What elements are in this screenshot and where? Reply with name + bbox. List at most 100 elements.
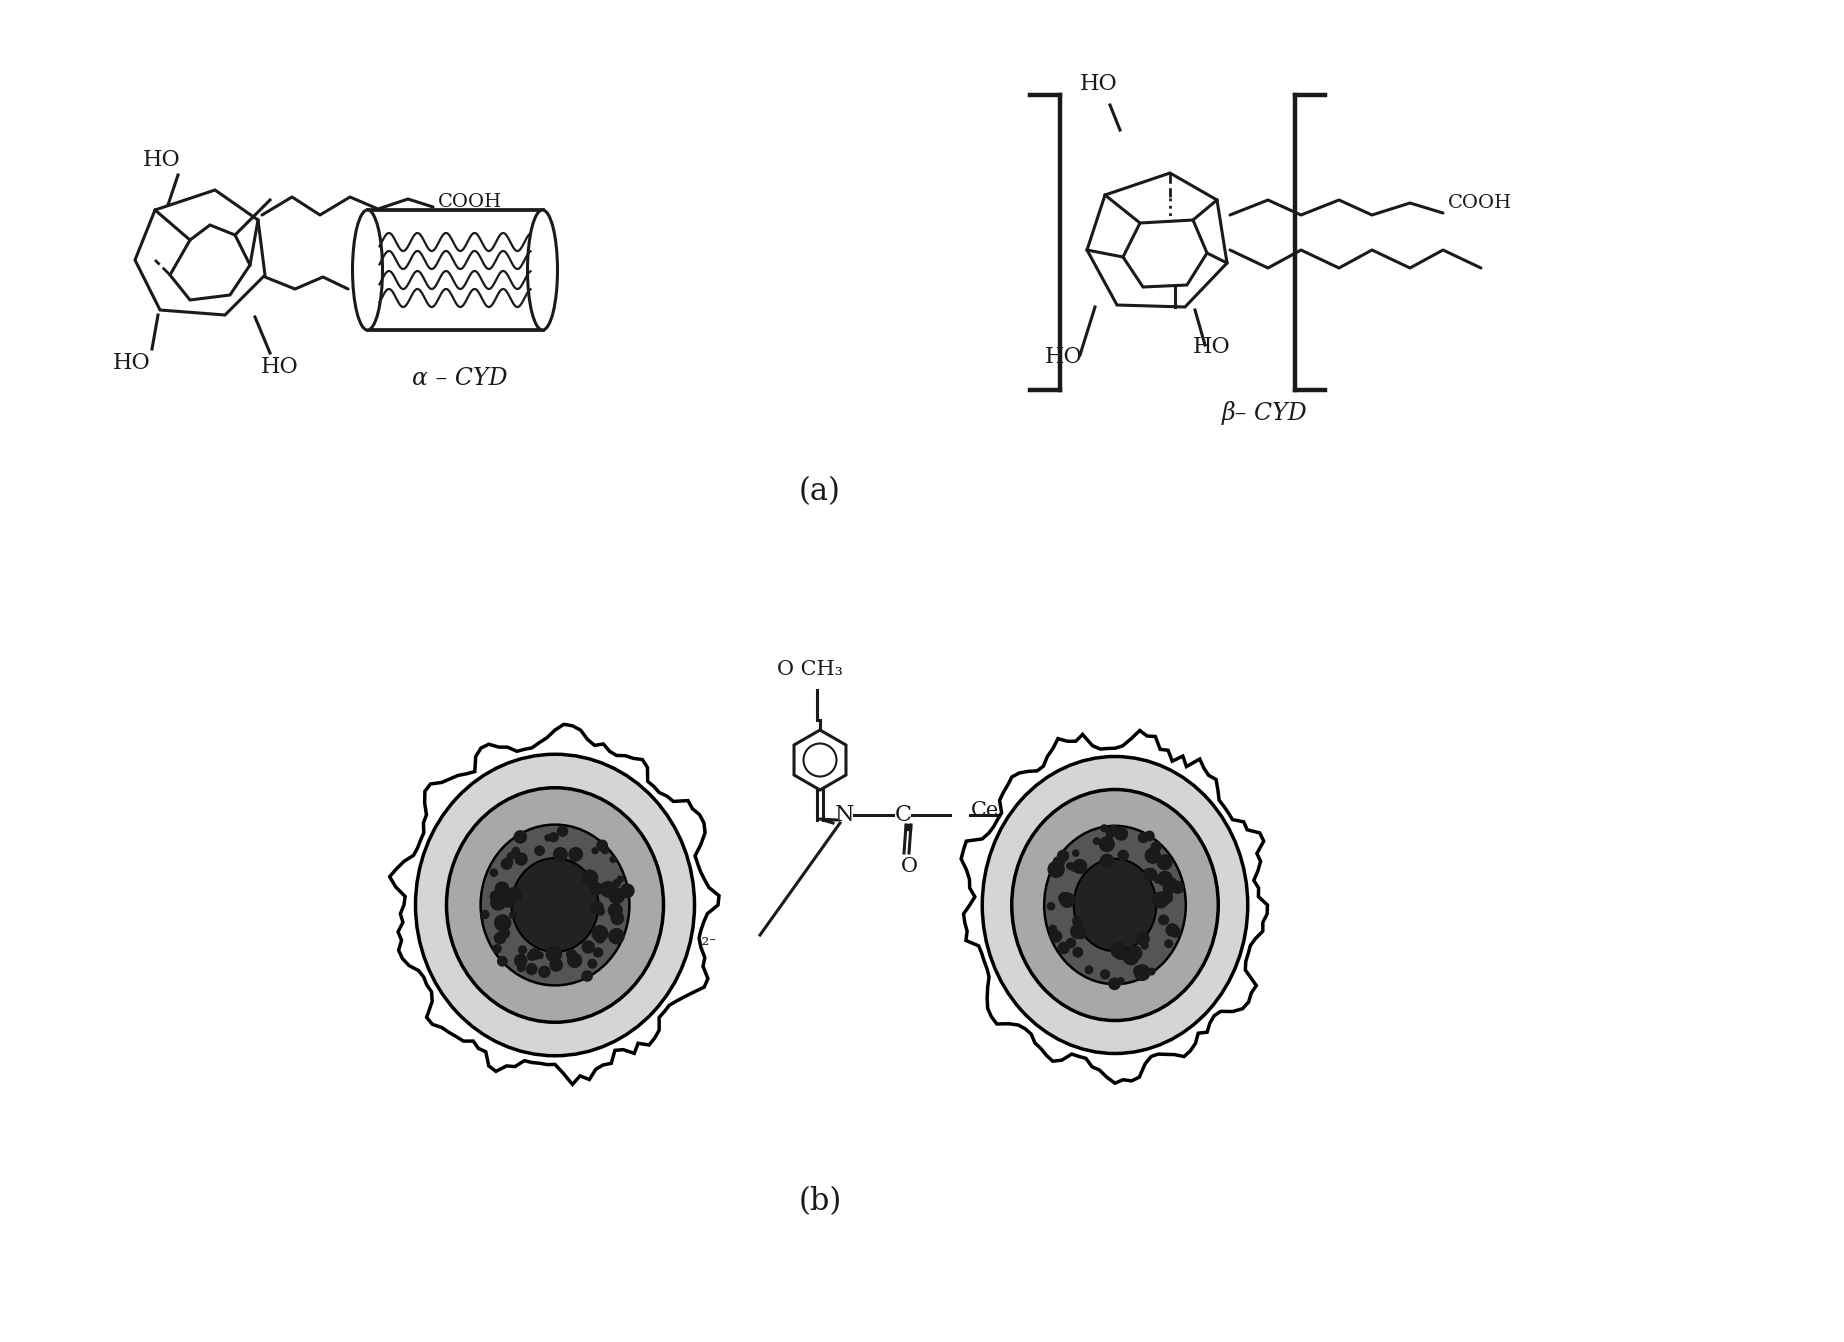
Circle shape <box>1117 978 1125 985</box>
Circle shape <box>496 882 509 895</box>
Ellipse shape <box>415 754 695 1056</box>
Circle shape <box>1101 970 1110 978</box>
Ellipse shape <box>511 858 599 951</box>
Circle shape <box>1165 923 1178 937</box>
Ellipse shape <box>527 209 557 330</box>
Circle shape <box>1154 875 1162 883</box>
Circle shape <box>1071 863 1079 871</box>
Circle shape <box>526 964 537 974</box>
Circle shape <box>1145 848 1160 863</box>
Ellipse shape <box>1073 859 1156 951</box>
Circle shape <box>592 926 609 941</box>
Circle shape <box>597 909 605 915</box>
Circle shape <box>612 880 620 887</box>
Circle shape <box>1108 825 1119 836</box>
Circle shape <box>1151 843 1162 852</box>
Circle shape <box>518 946 526 954</box>
Circle shape <box>1073 849 1079 856</box>
Circle shape <box>500 891 516 907</box>
Circle shape <box>509 911 516 918</box>
Circle shape <box>550 833 559 841</box>
Ellipse shape <box>446 788 664 1023</box>
Circle shape <box>1049 925 1057 933</box>
Polygon shape <box>961 730 1267 1083</box>
Text: HO: HO <box>144 149 181 170</box>
Circle shape <box>1057 851 1068 862</box>
Circle shape <box>596 934 605 943</box>
Circle shape <box>527 951 537 960</box>
Circle shape <box>1086 966 1093 973</box>
Text: (b): (b) <box>798 1186 841 1217</box>
Circle shape <box>1158 855 1173 870</box>
Circle shape <box>1123 956 1132 964</box>
Circle shape <box>610 913 623 925</box>
Circle shape <box>503 858 513 867</box>
Polygon shape <box>389 725 719 1084</box>
Ellipse shape <box>352 209 382 330</box>
Circle shape <box>502 859 513 870</box>
Circle shape <box>1071 925 1084 938</box>
Circle shape <box>1073 918 1081 926</box>
Circle shape <box>1058 942 1070 954</box>
Text: C: C <box>894 804 911 825</box>
Circle shape <box>491 870 498 876</box>
Circle shape <box>1106 831 1114 837</box>
Circle shape <box>1134 966 1143 976</box>
Circle shape <box>1093 837 1099 844</box>
Circle shape <box>1073 947 1082 957</box>
Circle shape <box>1160 891 1173 903</box>
Circle shape <box>1073 860 1086 874</box>
Text: HO: HO <box>1081 72 1117 95</box>
Circle shape <box>546 835 551 841</box>
Text: COOH: COOH <box>1448 195 1512 212</box>
Circle shape <box>1053 856 1064 868</box>
Ellipse shape <box>983 757 1248 1053</box>
Circle shape <box>1112 942 1127 958</box>
Circle shape <box>494 915 511 931</box>
Circle shape <box>507 852 514 859</box>
Circle shape <box>1049 930 1062 942</box>
Circle shape <box>529 949 540 960</box>
Text: O CH₃: O CH₃ <box>776 660 843 679</box>
Circle shape <box>594 947 603 957</box>
Circle shape <box>1158 871 1173 886</box>
Circle shape <box>583 972 592 981</box>
Circle shape <box>1066 863 1073 870</box>
Circle shape <box>609 903 621 918</box>
Circle shape <box>1138 832 1149 843</box>
Circle shape <box>597 840 607 851</box>
Circle shape <box>1145 868 1156 880</box>
Circle shape <box>1145 831 1154 840</box>
Circle shape <box>505 888 522 903</box>
Circle shape <box>514 831 526 843</box>
Circle shape <box>498 957 507 966</box>
Circle shape <box>618 876 623 882</box>
Circle shape <box>610 856 616 863</box>
Circle shape <box>1066 938 1075 947</box>
Circle shape <box>609 888 625 903</box>
Circle shape <box>601 882 616 896</box>
Circle shape <box>566 950 577 960</box>
Circle shape <box>514 854 527 866</box>
Circle shape <box>592 848 597 854</box>
Text: Ce: Ce <box>972 800 999 820</box>
Circle shape <box>1158 915 1169 925</box>
Circle shape <box>491 891 502 902</box>
Circle shape <box>1134 965 1151 981</box>
Circle shape <box>514 954 527 966</box>
Circle shape <box>1047 862 1064 878</box>
Circle shape <box>1101 825 1108 832</box>
Circle shape <box>1114 946 1127 960</box>
Circle shape <box>513 848 520 855</box>
Circle shape <box>546 946 562 962</box>
Circle shape <box>1125 951 1138 965</box>
Circle shape <box>583 870 597 886</box>
Circle shape <box>557 827 568 836</box>
Circle shape <box>592 902 603 914</box>
Circle shape <box>1165 939 1173 947</box>
Circle shape <box>518 964 526 972</box>
Circle shape <box>568 954 581 968</box>
Circle shape <box>583 941 594 953</box>
Circle shape <box>1165 878 1176 888</box>
Circle shape <box>1117 851 1129 860</box>
